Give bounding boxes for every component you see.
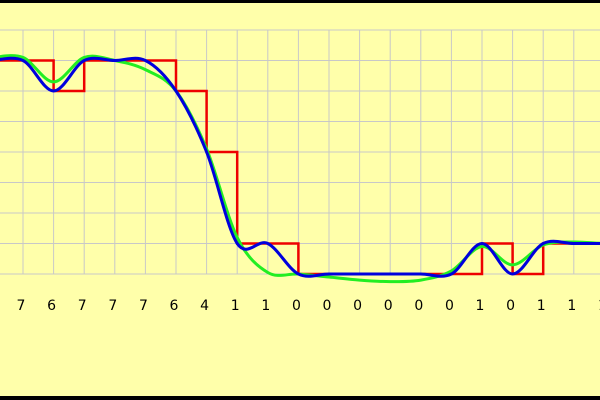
x-tick-label: 7 [139, 298, 148, 314]
x-tick-label: 4 [200, 298, 209, 314]
x-tick-label: 7 [17, 298, 26, 314]
x-tick-label: 0 [353, 298, 362, 314]
x-tick-label: 7 [78, 298, 87, 314]
x-tick-label: 0 [506, 298, 515, 314]
x-tick-label: 7 [108, 298, 117, 314]
x-tick-label: 0 [414, 298, 423, 314]
x-tick-label: 0 [292, 298, 301, 314]
x-tick-label: 1 [231, 298, 240, 314]
x-tick-label: 1 [537, 298, 546, 314]
x-tick-label: 1 [567, 298, 576, 314]
x-tick-label: 0 [384, 298, 393, 314]
x-tick-label: 6 [47, 298, 56, 314]
x-tick-label: 1 [476, 298, 485, 314]
smooth-line [0, 56, 600, 278]
x-tick-label: 0 [445, 298, 454, 314]
x-tick-label: 1 [261, 298, 270, 314]
bottom-border [0, 396, 600, 400]
x-tick-label: 6 [170, 298, 179, 314]
top-border [0, 0, 600, 3]
x-tick-label: 0 [323, 298, 332, 314]
x-tick-label: 1 [598, 298, 600, 314]
